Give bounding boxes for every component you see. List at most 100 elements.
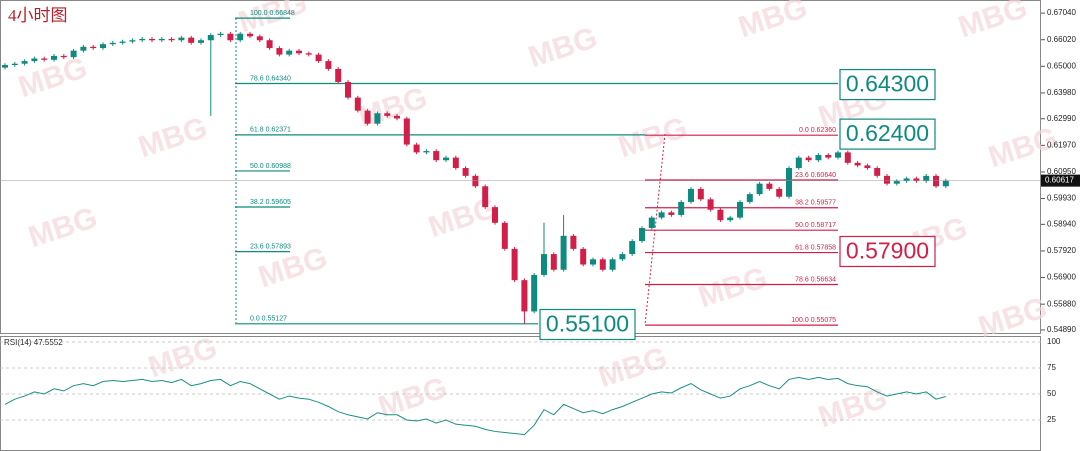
fib-label: 0.0 0.62360 [799,127,836,134]
fib-label: 50.0 0.58717 [795,222,836,229]
candle-body [619,254,626,260]
fib-label: 61.8 0.57858 [795,244,836,251]
rsi-panel [0,336,1041,451]
fib-label: 38.2 0.59605 [250,199,291,206]
candle-body [60,55,67,58]
candle-body [109,42,116,45]
candle-body [874,168,881,176]
rsi-line [4,376,946,436]
price-box-label: 0.55100 [546,311,629,337]
fib-label: 61.8 0.62371 [250,127,291,134]
candle-body [2,65,8,68]
candle-body [482,186,489,208]
y-tick-label: 0.58940 [1047,219,1076,228]
candle-body [805,157,812,161]
candle-body [247,33,253,37]
candle-body [237,33,244,41]
candle-body [580,248,587,265]
candle-body [766,183,773,189]
candle-body [41,58,48,60]
candle-body [590,259,596,265]
candle-body [364,110,371,124]
price-box: 0.62400 [839,118,936,150]
candle-body [942,180,949,187]
candle-body [903,178,910,182]
fib-label: 100.0 0.55075 [791,317,836,324]
candle-body [844,152,851,163]
y-tick-label: 75 [1047,363,1056,372]
y-tick-label: 0.66020 [1047,35,1076,44]
candle-body [462,168,469,176]
candle-body [933,175,939,187]
candle-body [31,58,38,62]
current-price-label: 0.60617 [1045,176,1074,185]
fib-label: 50.0 0.60988 [250,163,291,170]
price-box-label: 0.57900 [846,238,929,264]
candle-body [403,118,410,145]
candle-body [609,259,616,270]
current-price-tag [1041,174,1080,187]
candle-body [217,33,224,36]
candle-body [746,194,753,202]
candle-body [256,36,263,41]
candle-body [119,41,126,43]
candle-body [599,259,606,270]
candle-body [452,157,459,169]
candle-body [374,113,381,124]
candle-body [80,46,87,51]
candle-body [266,40,273,49]
candle-body [188,37,195,43]
y-tick-label: 0.60950 [1047,167,1076,176]
candle-body [276,48,283,55]
candle-body [178,37,185,41]
candle-body [668,212,675,215]
candle-body [492,207,498,223]
chart-title: 4小时图 [8,6,68,25]
y-tick-label: 0.55880 [1047,299,1076,308]
fib-label: 0.0 0.55127 [250,316,287,323]
candle-body [648,217,655,229]
candle-body [864,165,871,169]
candle-body [541,254,547,275]
y-tick-label: 0.57920 [1047,246,1076,255]
candle-body [786,168,792,197]
y-tick-label: 0.56900 [1047,273,1076,282]
candle-body [51,55,57,60]
price-box-frame [539,308,636,341]
candle-body [737,201,743,218]
price-box-label: 0.64300 [846,71,929,97]
candle-body [207,35,214,41]
candle-body [472,175,479,187]
price-box-frame [839,235,936,268]
candle-body [688,188,694,202]
fib-label: 23.6 0.57893 [250,244,291,251]
y-tick-label: 0.54890 [1047,325,1076,334]
price-box-label: 0.62400 [846,120,929,146]
candle-body [168,38,175,41]
price-box-frame [839,68,936,101]
candle-body [678,201,685,215]
candle-body [570,235,577,249]
candle-body [325,61,332,69]
candle-body [129,40,136,42]
candle-body [345,81,351,98]
candle-body [893,181,900,184]
candle-body [335,68,342,82]
candle-body [913,178,920,182]
y-tick-label: 0.63980 [1047,88,1076,97]
candle-body [795,157,802,169]
candle-body [354,97,361,111]
candle-body [305,53,312,55]
candle-body [296,50,302,54]
rsi-title: RSI(14) 47.5552 [4,338,63,347]
candle-body [923,175,930,182]
price-box-frame [839,118,936,150]
fib-label: 38.2 0.59577 [795,200,836,207]
candle-body [531,274,538,312]
candle-body [560,235,567,270]
main-panel [0,0,1041,334]
fib-label: 78.6 0.56634 [795,276,836,283]
candle-body [697,188,704,200]
